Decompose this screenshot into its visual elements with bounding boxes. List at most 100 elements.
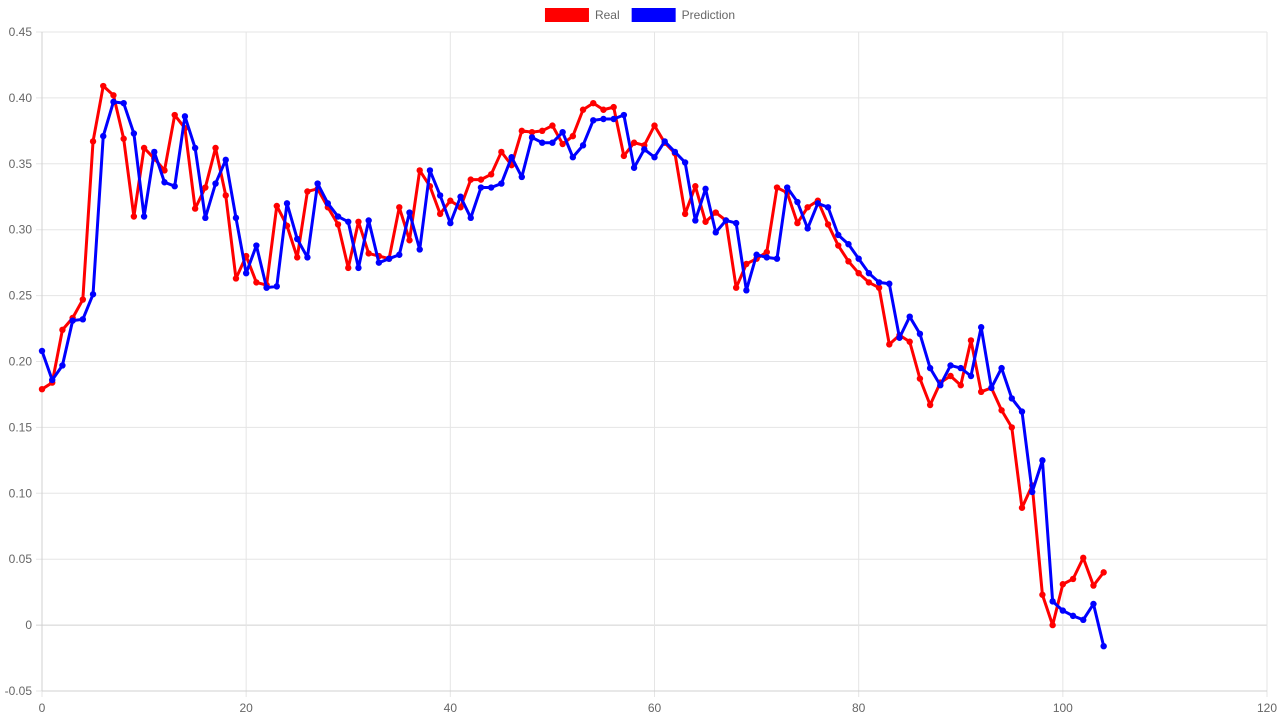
data-point[interactable]: [651, 122, 658, 129]
data-point[interactable]: [865, 269, 873, 277]
data-point[interactable]: [1049, 621, 1056, 629]
data-point[interactable]: [1008, 424, 1015, 431]
data-point[interactable]: [620, 111, 628, 119]
data-point[interactable]: [130, 213, 138, 220]
data-point[interactable]: [263, 284, 270, 291]
data-point[interactable]: [355, 218, 362, 225]
data-point[interactable]: [161, 167, 168, 174]
data-point[interactable]: [294, 235, 301, 243]
data-point[interactable]: [232, 214, 240, 222]
data-point[interactable]: [630, 164, 638, 171]
data-point[interactable]: [753, 251, 760, 258]
data-point[interactable]: [89, 138, 97, 145]
data-point[interactable]: [89, 291, 97, 298]
data-point[interactable]: [988, 384, 995, 392]
data-point[interactable]: [773, 184, 781, 191]
data-point[interactable]: [345, 264, 352, 272]
data-point[interactable]: [232, 275, 240, 282]
data-point[interactable]: [273, 283, 280, 290]
data-point[interactable]: [314, 180, 321, 187]
data-point[interactable]: [1090, 582, 1097, 589]
data-point[interactable]: [1100, 569, 1107, 576]
data-point[interactable]: [334, 213, 342, 220]
data-point[interactable]: [365, 250, 372, 257]
data-point[interactable]: [120, 99, 127, 107]
data-point[interactable]: [1059, 581, 1067, 588]
data-point[interactable]: [579, 106, 587, 113]
data-point[interactable]: [140, 213, 148, 220]
data-point[interactable]: [334, 221, 342, 228]
data-point[interactable]: [692, 217, 699, 224]
data-point[interactable]: [824, 204, 832, 211]
data-point[interactable]: [477, 184, 485, 191]
data-point[interactable]: [365, 217, 372, 224]
data-point[interactable]: [283, 200, 291, 207]
data-point[interactable]: [1080, 554, 1087, 562]
data-point[interactable]: [406, 209, 413, 216]
data-point[interactable]: [1029, 488, 1036, 496]
data-point[interactable]: [824, 221, 832, 228]
legend-item-prediction[interactable]: Prediction: [631, 8, 735, 22]
data-point[interactable]: [610, 115, 617, 123]
data-point[interactable]: [661, 138, 668, 145]
data-point[interactable]: [590, 117, 597, 124]
data-point[interactable]: [1069, 612, 1077, 620]
data-point[interactable]: [549, 122, 556, 129]
data-point[interactable]: [171, 111, 178, 119]
data-point[interactable]: [998, 407, 1005, 414]
data-point[interactable]: [1059, 607, 1067, 614]
data-point[interactable]: [600, 115, 607, 123]
data-point[interactable]: [69, 317, 76, 324]
data-point[interactable]: [416, 167, 423, 174]
data-point[interactable]: [763, 254, 770, 261]
data-point[interactable]: [610, 103, 617, 111]
data-point[interactable]: [100, 132, 107, 140]
data-point[interactable]: [110, 98, 117, 106]
data-point[interactable]: [79, 296, 87, 303]
data-point[interactable]: [49, 376, 56, 384]
data-point[interactable]: [743, 260, 750, 268]
data-point[interactable]: [559, 128, 566, 136]
data-point[interactable]: [222, 192, 229, 199]
data-point[interactable]: [641, 146, 648, 153]
data-point[interactable]: [396, 204, 403, 211]
data-point[interactable]: [947, 372, 954, 380]
data-point[interactable]: [508, 154, 515, 161]
data-point[interactable]: [600, 106, 607, 113]
data-point[interactable]: [916, 375, 924, 382]
data-point[interactable]: [947, 362, 954, 369]
data-point[interactable]: [886, 280, 893, 287]
legend-item-real[interactable]: Real: [544, 8, 620, 22]
data-point[interactable]: [202, 214, 209, 222]
data-point[interactable]: [498, 148, 505, 156]
data-point[interactable]: [681, 210, 689, 218]
data-point[interactable]: [79, 316, 87, 323]
data-point[interactable]: [120, 135, 127, 142]
data-point[interactable]: [253, 242, 260, 249]
data-point[interactable]: [191, 205, 199, 212]
data-point[interactable]: [416, 246, 423, 253]
data-point[interactable]: [671, 148, 679, 156]
data-point[interactable]: [212, 180, 219, 187]
data-point[interactable]: [1090, 600, 1097, 608]
data-point[interactable]: [549, 139, 556, 146]
data-point[interactable]: [181, 113, 189, 120]
data-point[interactable]: [222, 156, 229, 164]
data-point[interactable]: [59, 362, 66, 369]
data-point[interactable]: [38, 385, 46, 393]
data-point[interactable]: [1039, 591, 1046, 598]
data-point[interactable]: [937, 382, 944, 389]
data-point[interactable]: [998, 364, 1005, 372]
data-point[interactable]: [855, 269, 862, 277]
data-point[interactable]: [875, 284, 883, 291]
data-point[interactable]: [845, 258, 852, 265]
data-point[interactable]: [559, 140, 566, 148]
data-point[interactable]: [590, 99, 597, 107]
data-point[interactable]: [1100, 642, 1107, 650]
data-point[interactable]: [763, 248, 770, 256]
data-point[interactable]: [151, 148, 158, 156]
data-point[interactable]: [212, 144, 219, 152]
data-point[interactable]: [681, 159, 689, 166]
data-point[interactable]: [977, 324, 985, 331]
data-point[interactable]: [702, 185, 709, 193]
